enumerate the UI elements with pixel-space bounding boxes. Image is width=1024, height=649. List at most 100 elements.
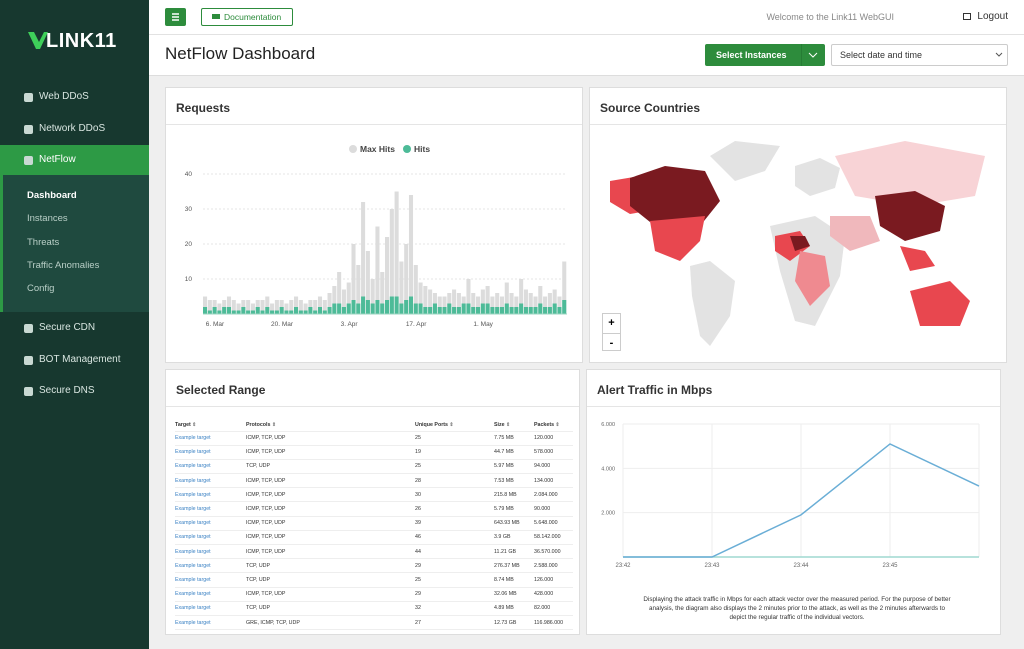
bar xyxy=(250,303,255,314)
target-link[interactable]: Example target xyxy=(175,530,246,546)
column-header[interactable]: Unique Ports xyxy=(415,419,494,432)
nav-item[interactable]: Web DDoS xyxy=(0,82,149,112)
submenu-item[interactable]: Instances xyxy=(27,213,68,225)
zoom-out[interactable]: - xyxy=(609,337,614,349)
nav-label: Secure CDN xyxy=(39,322,96,333)
bar xyxy=(485,286,490,314)
bar xyxy=(226,296,232,314)
target-link[interactable]: Example target xyxy=(175,501,246,517)
bar xyxy=(557,296,562,314)
bar xyxy=(337,272,342,314)
bar xyxy=(499,296,505,314)
bar xyxy=(466,303,471,314)
logo: LINK11 xyxy=(46,30,117,52)
table-row: Example target GRE, ICMP, TCP, UDP 27 12.73… xyxy=(175,615,573,631)
bar xyxy=(394,191,399,314)
y-tick-label: 20 xyxy=(185,241,193,248)
nav-icon xyxy=(24,124,33,134)
table-cell: 116.986.000 xyxy=(534,615,573,631)
bar xyxy=(490,307,495,314)
bar xyxy=(365,300,370,314)
nav-label: Web DDoS xyxy=(39,91,89,102)
bar xyxy=(552,289,557,314)
legend-swatch xyxy=(349,145,357,153)
target-link[interactable]: Example target xyxy=(175,487,246,503)
submenu-item[interactable]: Traffic Anomalies xyxy=(27,259,100,271)
nav-item[interactable]: Secure CDN xyxy=(0,313,149,343)
alert-caption: Displaying the attack traffic in Mbps fo… xyxy=(643,596,951,621)
bar xyxy=(313,300,318,314)
bar xyxy=(260,300,265,314)
table-cell: 3.9 GB xyxy=(494,530,534,546)
column-header[interactable]: Packets xyxy=(534,419,573,432)
target-link[interactable]: Example target xyxy=(175,516,246,531)
nav-icon xyxy=(24,324,33,333)
table-cell: 30 xyxy=(415,487,494,503)
submenu-item[interactable]: Dashboard xyxy=(27,190,77,201)
y-tick-label: 2.000 xyxy=(601,511,615,517)
select-instances[interactable]: Select Instances xyxy=(705,44,825,66)
bar xyxy=(226,307,232,314)
bar xyxy=(509,293,514,314)
nav-item[interactable]: Secure DNS xyxy=(0,376,149,406)
bar xyxy=(389,209,394,314)
date-picker[interactable]: Select date and time xyxy=(831,44,1008,66)
table-cell: ICMP, TCP, UDP xyxy=(246,487,415,503)
submenu: Dashboard Instances Threats Traffic Anomali… xyxy=(0,173,149,312)
bar xyxy=(327,293,332,314)
submenu-item[interactable]: Threats xyxy=(27,236,60,248)
target-link[interactable]: Example target xyxy=(175,572,246,588)
column-header[interactable]: Protocols xyxy=(246,419,415,432)
target-link[interactable]: Example target xyxy=(175,459,246,475)
target-link[interactable]: Example target xyxy=(175,544,246,560)
table-cell: 7.53 MB xyxy=(494,473,534,489)
bar xyxy=(538,286,543,314)
nav-item[interactable]: BOT Management xyxy=(0,345,149,375)
nav-label: NetFlow xyxy=(39,154,76,165)
menu-button[interactable] xyxy=(165,8,186,26)
target-link[interactable]: Example target xyxy=(175,558,246,574)
bar xyxy=(332,303,337,314)
bar xyxy=(322,300,327,314)
world-map xyxy=(610,141,985,346)
logout[interactable]: Logout xyxy=(963,11,1008,22)
target-link[interactable]: Example target xyxy=(175,473,246,489)
x-tick-label: 23:42 xyxy=(615,563,631,569)
bar xyxy=(375,226,380,314)
documentation-button[interactable]: Documentation xyxy=(201,8,293,26)
bar xyxy=(385,300,390,314)
nav-item[interactable]: Network DDoS xyxy=(0,114,149,144)
bar xyxy=(270,310,275,314)
bar xyxy=(514,307,519,314)
submenu-item[interactable]: Config xyxy=(27,283,55,295)
zoom-in[interactable]: + xyxy=(603,314,620,334)
bar xyxy=(370,279,375,314)
bar xyxy=(308,307,313,314)
table-row: Example target ICMP, TCP, UDP 44 11.21 GB 36… xyxy=(175,544,573,560)
target-link[interactable]: Example target xyxy=(175,587,246,602)
column-header[interactable]: Target xyxy=(175,419,246,432)
table-row: Example target ICMP, TCP, UDP 46 3.9 GB 58.1… xyxy=(175,530,573,546)
nav-item[interactable]: NetFlow xyxy=(0,145,149,175)
sidebar: LINK11 Dashboard Instances Threats Traffic … xyxy=(0,0,149,649)
table-row: Example target TCP, UDP 25 8.74 MB 126.000 xyxy=(175,572,573,588)
target-link[interactable]: Example target xyxy=(175,601,246,616)
bar xyxy=(298,300,303,314)
table-cell: 11.21 GB xyxy=(494,544,534,560)
bar xyxy=(485,303,490,314)
bar xyxy=(327,307,332,314)
bar xyxy=(533,307,538,314)
bar xyxy=(279,307,284,314)
table-cell: 134.000 xyxy=(534,473,573,489)
bar xyxy=(260,310,265,314)
requests-panel: Requests xyxy=(165,87,583,363)
bar xyxy=(543,307,548,314)
target-link[interactable]: Example target xyxy=(175,431,246,446)
alert-panel: Alert Traffic in Mbps Displaying the att… xyxy=(586,369,1001,635)
target-link[interactable]: Example target xyxy=(175,615,246,631)
column-header[interactable]: Size xyxy=(494,419,534,432)
target-link[interactable]: Example target xyxy=(175,445,246,460)
bar xyxy=(351,244,356,314)
bar xyxy=(289,300,294,314)
